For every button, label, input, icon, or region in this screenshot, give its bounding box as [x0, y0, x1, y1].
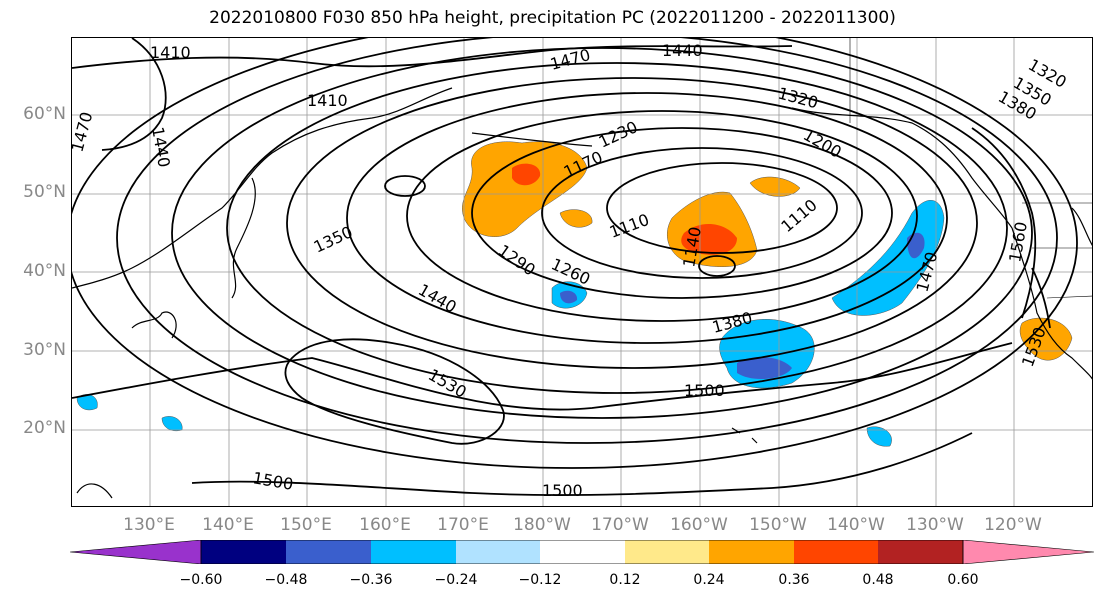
colorbar-tick-label: −0.12 — [518, 572, 562, 588]
lon-label-160w: 160°W — [670, 515, 728, 535]
lon-label-180w: 180°W — [513, 515, 571, 535]
contour-1110 — [606, 162, 838, 254]
contour-1440-north — [72, 45, 793, 69]
contour-label: 1410 — [307, 91, 348, 110]
contour-label: 1110 — [777, 195, 820, 236]
positive-core-central — [681, 223, 737, 255]
contour-1170 — [471, 127, 893, 299]
lon-label-140w: 140°W — [827, 515, 885, 535]
positive-area-northeast — [749, 176, 801, 197]
closed-low-small — [698, 255, 736, 277]
lon-label-150w: 150°W — [749, 515, 807, 535]
colorbar-bin — [201, 540, 286, 564]
colorbar-bin — [540, 540, 625, 564]
map-canvas: 1410 1410 1440 1470 1470 1440 1320 1320 … — [72, 38, 1092, 506]
colorbar-tick-label: 0.36 — [778, 572, 810, 588]
coastlines — [72, 87, 1092, 499]
negative-core-hawaii — [737, 356, 792, 380]
lon-label-130e: 130°E — [123, 515, 175, 535]
contour-1410-north — [101, 38, 167, 151]
lat-label-50n: 50°N — [23, 182, 66, 202]
contour-1320 — [171, 47, 1033, 419]
contour-label: 1500 — [251, 468, 294, 494]
map-panel: 1410 1410 1440 1470 1470 1440 1320 1320 … — [71, 37, 1093, 507]
lat-label-30n: 30°N — [23, 340, 66, 360]
negative-area-small-2 — [866, 426, 892, 447]
colorbar-tick-label: −0.48 — [264, 572, 308, 588]
negative-core-central — [560, 290, 578, 304]
contour-label: 1470 — [72, 110, 96, 154]
lat-label-20n: 20°N — [23, 418, 66, 438]
lat-label-40n: 40°N — [23, 261, 66, 281]
colorbar-bin — [456, 540, 540, 564]
contour-label: 1230 — [596, 117, 641, 151]
lon-label-120w: 120°W — [984, 515, 1042, 535]
precip-shading — [76, 141, 1073, 447]
contour-1350 — [116, 38, 1058, 444]
contour-1140 — [541, 147, 863, 279]
colorbar-tick-label: 0.60 — [947, 572, 979, 588]
contour-1380 — [72, 38, 1078, 469]
contour-label: 1530 — [425, 365, 470, 402]
colorbar-bin — [371, 540, 456, 564]
colorbar-tick-label: −0.36 — [349, 572, 393, 588]
contour-label: 1110 — [607, 210, 652, 242]
colorbar-bin — [878, 540, 963, 564]
contour-label: 1350 — [311, 222, 356, 256]
map-title: 2022010800 F030 850 hPa height, precipit… — [209, 8, 896, 28]
contour-label: 1560 — [1005, 220, 1031, 263]
lon-label-160e: 160°E — [359, 515, 411, 535]
contour-1500-bottom — [191, 432, 973, 496]
contour-1470-east — [971, 127, 1037, 319]
contour-1200 — [406, 110, 918, 322]
height-contours — [72, 38, 1078, 496]
contour-label: 1290 — [495, 241, 539, 280]
colorbar-tick-label: 0.48 — [862, 572, 894, 588]
contour-1290 — [226, 62, 1008, 394]
contour-label: 1500 — [542, 481, 583, 500]
contour-label: 1500 — [684, 381, 725, 400]
contour-1230 — [346, 92, 948, 344]
positive-area-mexico — [1019, 317, 1073, 361]
contour-label: 1410 — [150, 43, 191, 62]
contour-1500-south — [72, 342, 1013, 411]
contour-1560 — [1031, 267, 1051, 329]
colorbar-bin — [794, 540, 878, 564]
colorbar-extend-low — [70, 540, 202, 564]
colorbar-bin — [286, 540, 371, 564]
contour-label: 1200 — [800, 125, 845, 162]
closed-high-small — [384, 175, 426, 197]
negative-area-small-1 — [161, 416, 183, 432]
lon-label-150e: 150°E — [280, 515, 332, 535]
colorbar-extend-high — [962, 540, 1094, 564]
lon-label-130w: 130°W — [906, 515, 964, 535]
colorbar-tick-label: 0.24 — [693, 572, 725, 588]
contour-label: 1440 — [662, 41, 703, 60]
colorbar-bin — [709, 540, 794, 564]
positive-core-west — [512, 163, 541, 186]
borders — [849, 38, 1092, 299]
lon-label-140e: 140°E — [202, 515, 254, 535]
contour-label: 1320 — [776, 84, 820, 113]
contour-1260 — [286, 77, 978, 369]
contour-label: 1440 — [415, 280, 460, 317]
colorbar-tick-label: −0.60 — [179, 572, 223, 588]
lon-label-170e: 170°E — [437, 515, 489, 535]
lat-label-60n: 60°N — [23, 104, 66, 124]
negative-area-east — [831, 200, 945, 316]
contour-label: 1440 — [148, 125, 174, 168]
lon-label-170w: 170°W — [591, 515, 649, 535]
colorbar-tick-label: −0.24 — [434, 572, 478, 588]
colorbar-tick-label: 0.12 — [609, 572, 641, 588]
contour-1530 — [284, 338, 505, 445]
positive-area-small — [559, 209, 593, 228]
colorbar — [70, 540, 1094, 564]
colorbar-bin — [625, 540, 709, 564]
